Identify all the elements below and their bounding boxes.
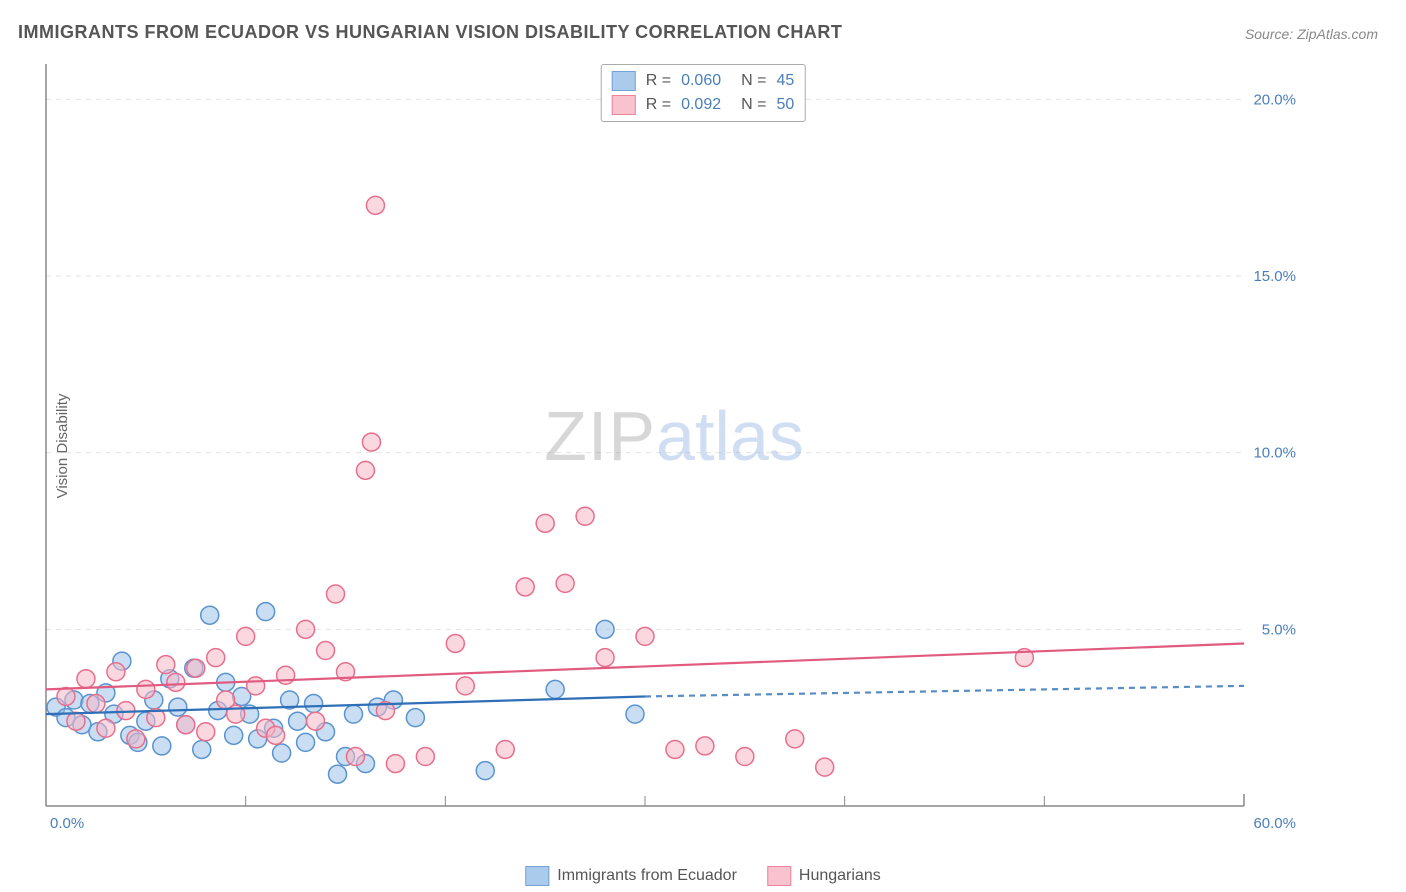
scatter-plot-svg: 5.0% 10.0% 15.0% 20.0% 0.0% 60.0% [44, 58, 1304, 846]
svg-text:10.0%: 10.0% [1253, 445, 1296, 462]
legend-n-value: 50 [776, 96, 794, 114]
legend-n-label: N = [741, 96, 766, 114]
legend-series-item: Hungarians [767, 866, 881, 886]
source-attribution: Source: ZipAtlas.com [1245, 26, 1378, 42]
legend-series-label: Immigrants from Ecuador [557, 867, 737, 885]
plot-area: 5.0%10.0%15.0%20.0%0.0%60.0% ZIPatlas [44, 58, 1304, 846]
legend-n-label: N = [741, 72, 766, 90]
svg-text:0.0%: 0.0% [50, 815, 84, 832]
legend-series-label: Hungarians [799, 867, 881, 885]
chart-container: IMMIGRANTS FROM ECUADOR VS HUNGARIAN VIS… [0, 0, 1406, 892]
svg-text:5.0%: 5.0% [1262, 621, 1296, 638]
legend-r-label: R = [646, 72, 671, 90]
legend-r-value: 0.060 [681, 72, 721, 90]
svg-text:15.0%: 15.0% [1253, 268, 1296, 285]
source-label: Source: [1245, 26, 1293, 42]
legend-swatch [612, 95, 636, 115]
legend-swatch [612, 71, 636, 91]
legend-series-item: Immigrants from Ecuador [525, 866, 737, 886]
legend-correlation-row: R = 0.060 N = 45 [612, 69, 795, 93]
source-value: ZipAtlas.com [1297, 26, 1378, 42]
legend-r-label: R = [646, 96, 671, 114]
legend-swatch [525, 866, 549, 886]
svg-text:60.0%: 60.0% [1253, 815, 1296, 832]
legend-swatch [767, 866, 791, 886]
legend-correlation: R = 0.060 N = 45 R = 0.092 N = 50 [601, 64, 806, 122]
chart-title: IMMIGRANTS FROM ECUADOR VS HUNGARIAN VIS… [18, 22, 842, 43]
legend-correlation-row: R = 0.092 N = 50 [612, 93, 795, 117]
svg-text:20.0%: 20.0% [1253, 91, 1296, 108]
legend-series: Immigrants from Ecuador Hungarians [525, 866, 880, 886]
legend-n-value: 45 [776, 72, 794, 90]
legend-r-value: 0.092 [681, 96, 721, 114]
